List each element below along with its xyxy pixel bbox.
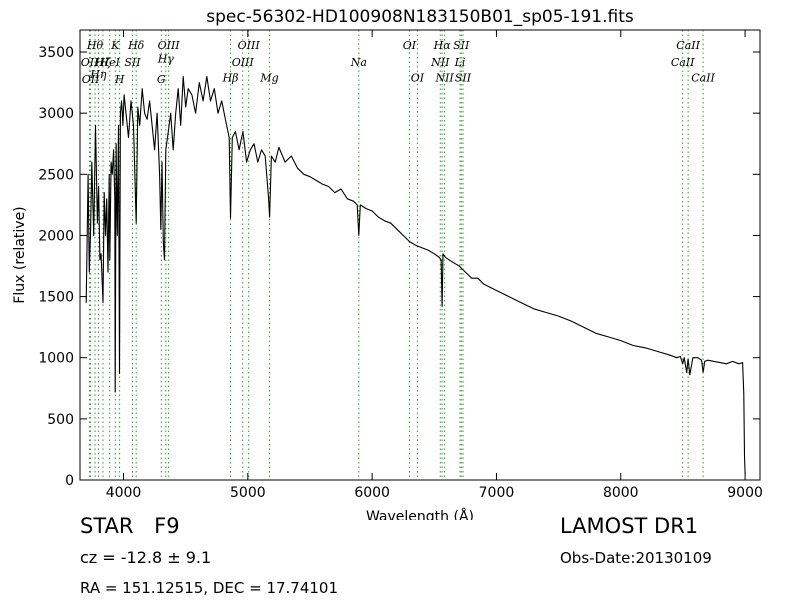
plot-frame <box>79 29 761 481</box>
y-axis-label: Flux (relative) <box>12 206 28 303</box>
y-tick-label-3: 1500 <box>38 290 74 306</box>
x-axis-label: Wavelength (Å) <box>366 508 474 520</box>
marker-label-0: OII <box>81 56 99 69</box>
marker-label-24: SII <box>453 39 470 52</box>
y-tick-label-1: 500 <box>47 412 74 428</box>
x-tick-label-3: 7000 <box>479 485 515 501</box>
marker-label-21: Hα <box>433 39 452 52</box>
marker-label-27: CaII <box>676 39 700 52</box>
marker-label-23: Li <box>454 56 466 69</box>
marker-label-19: OI <box>411 71 425 84</box>
marker-label-16: Mg <box>259 71 278 84</box>
marker-label-13: Hβ <box>222 71 239 84</box>
marker-label-25: SII <box>455 71 472 84</box>
y-axis-ticks: 0 500 1000 1500 2000 2500 3000 3500 <box>38 45 760 489</box>
marker-label-15: OIII <box>238 39 261 52</box>
coordinates-label: RA = 151.12515, DEC = 17.74101 <box>80 579 339 597</box>
y-tick-label-0: 0 <box>65 473 74 489</box>
marker-label-2: Hθ <box>86 39 104 52</box>
y-tick-label-2: 1000 <box>38 351 74 367</box>
y-tick-label-6: 3000 <box>38 106 74 122</box>
obs-date-label: Obs-Date:20130109 <box>560 549 712 567</box>
spectrum-line-0 <box>85 75 746 474</box>
chart-title: spec-56302-HD100908N183150B01_sp05-191.f… <box>206 7 634 27</box>
redshift-label: cz = -12.8 ± 9.1 <box>80 548 212 567</box>
object-class: STAR <box>80 514 134 538</box>
survey-label: LAMOST DR1 <box>560 514 699 538</box>
spectral-line-markers: OIIOIIHθHηHζHeIKHSIIHδGHγOIIIHβOIIIOIIIM… <box>81 30 716 480</box>
x-tick-label-1: 5000 <box>230 485 266 501</box>
spectrum-series <box>85 75 746 474</box>
marker-label-7: H <box>114 73 125 86</box>
x-tick-label-2: 6000 <box>354 485 390 501</box>
marker-label-4: Hζ <box>94 56 112 69</box>
marker-label-3: Hη <box>89 68 107 81</box>
marker-label-11: Hγ <box>157 53 175 66</box>
marker-label-18: OI <box>403 39 417 52</box>
marker-label-5: HeI <box>98 56 120 69</box>
marker-label-26: CaII <box>671 56 695 69</box>
object-subclass: F9 <box>154 514 180 538</box>
marker-label-8: SII <box>124 56 141 69</box>
marker-label-20: NII <box>430 56 450 69</box>
spectrum-chart: spec-56302-HD100908N183150B01_sp05-191.f… <box>12 7 763 520</box>
marker-label-22: NII <box>434 71 454 84</box>
marker-label-6: K <box>110 39 120 52</box>
x-tick-label-5: 9000 <box>727 485 763 501</box>
marker-label-17: Na <box>350 56 367 69</box>
x-axis-ticks: 4000 5000 6000 7000 8000 9000 <box>106 30 763 501</box>
y-tick-label-7: 3500 <box>38 45 74 61</box>
x-tick-label-4: 8000 <box>603 485 639 501</box>
object-class-label: STAR F9 <box>80 514 180 538</box>
marker-label-12: OIII <box>158 39 181 52</box>
marker-label-9: Hδ <box>127 39 145 52</box>
marker-label-10: G <box>157 73 166 86</box>
x-tick-label-0: 4000 <box>106 485 142 501</box>
y-tick-label-5: 2500 <box>38 167 74 183</box>
marker-label-14: OIII <box>232 56 255 69</box>
marker-label-28: CaII <box>691 71 715 84</box>
y-tick-label-4: 2000 <box>38 228 74 244</box>
